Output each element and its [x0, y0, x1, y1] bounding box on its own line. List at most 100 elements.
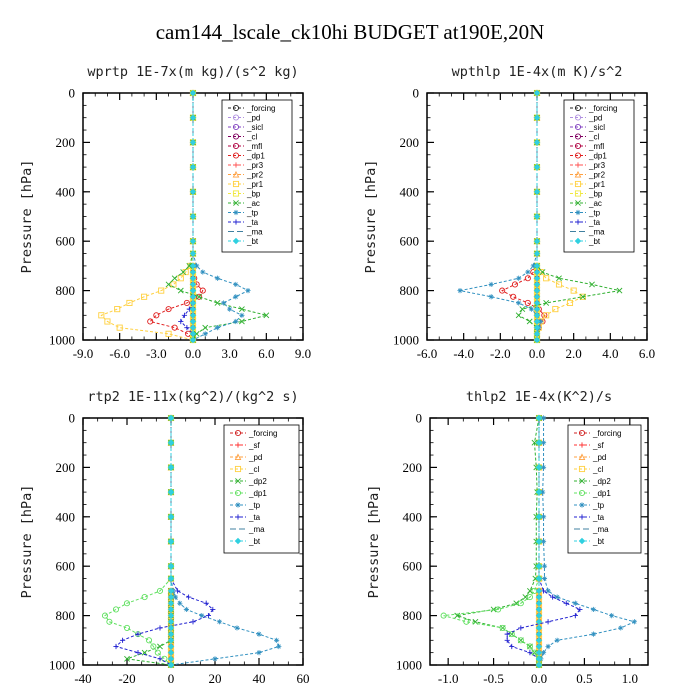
legend-label: _cl [588, 133, 599, 142]
data-point [499, 287, 506, 294]
data-point [177, 287, 184, 294]
series-dp1 [101, 414, 175, 669]
legend-marker [233, 200, 239, 206]
data-point [189, 163, 197, 171]
data-point [167, 587, 175, 595]
legend-label: _mfl [588, 142, 604, 151]
y-tick-label: 600 [400, 234, 420, 249]
legend-marker [232, 190, 240, 197]
data-point [522, 594, 529, 600]
data-point [540, 650, 547, 656]
data-point [189, 281, 197, 288]
legend-entry: _sicl [570, 123, 605, 132]
data-point [190, 619, 196, 625]
data-point [189, 89, 197, 97]
data-point [533, 312, 541, 319]
data-point [535, 637, 543, 644]
data-point [171, 324, 178, 331]
legend-label: _ac [246, 199, 260, 208]
data-point [189, 237, 197, 245]
x-tick-label: -0.5 [483, 671, 504, 686]
data-point [517, 600, 524, 607]
legend-entry: _forcing [228, 104, 275, 113]
y-tick-label: 200 [403, 460, 423, 475]
data-point [167, 600, 175, 607]
data-point [113, 643, 119, 650]
legend-label: _pr2 [246, 171, 264, 180]
legend-entry: _bt [574, 537, 605, 546]
legend-entry: _cl [574, 465, 603, 474]
data-point [167, 649, 175, 656]
legend-label: _dp1 [246, 152, 265, 161]
legend-entry: _tp [574, 501, 605, 510]
series-line [115, 418, 214, 666]
series-line [100, 93, 194, 341]
data-point [238, 318, 245, 325]
legend-entry: _ma [574, 525, 609, 534]
data-point [189, 318, 197, 325]
data-point [535, 587, 543, 595]
legend-label: _bp [246, 190, 261, 199]
data-point [541, 563, 548, 569]
panel-1: wprtp 1E-7x(m kg)/(s^2 kg) Pressure [hPa]… [19, 64, 311, 361]
legend-marker [232, 152, 240, 159]
data-point [141, 649, 148, 656]
data-point [535, 624, 543, 632]
data-point [167, 655, 175, 663]
data-point [545, 619, 551, 625]
x-tick-label: -40 [74, 671, 91, 686]
data-point [527, 587, 533, 594]
data-point [167, 593, 175, 601]
data-point [535, 655, 543, 663]
data-point [214, 275, 221, 281]
data-point [554, 637, 560, 643]
legend-label: _ma [246, 228, 263, 237]
x-tick-label: 3.0 [222, 346, 238, 361]
data-point [516, 300, 522, 306]
data-point [539, 269, 546, 275]
data-point [167, 439, 175, 446]
y-tick-label: 200 [56, 135, 76, 150]
series-dp1 [147, 89, 206, 344]
legend-entry: _tp [230, 501, 261, 510]
data-point [189, 275, 197, 282]
legend-entry: _ac [570, 199, 602, 208]
legend-label: _pd [592, 453, 606, 462]
data-point [165, 330, 172, 337]
legend-label: _dp1 [248, 489, 267, 498]
x-tick-label: 0.0 [529, 346, 545, 361]
data-point [256, 650, 262, 656]
data-point [104, 318, 111, 325]
data-point [189, 305, 197, 313]
data-point [189, 213, 197, 220]
x-tick-label: 0 [168, 671, 175, 686]
y-axis-label: Pressure [hPa] [19, 485, 35, 599]
data-point [167, 538, 175, 545]
data-point [566, 299, 574, 307]
y-tick-label: 400 [400, 184, 420, 199]
legend-entry: _dp1 [230, 489, 267, 498]
legend-label: _tp [248, 501, 261, 510]
panel-title: wprtp 1E-7x(m kg)/(s^2 kg) [87, 64, 298, 80]
data-point [167, 661, 175, 669]
legend-marker [574, 152, 582, 159]
legend-entry: _dp1 [570, 152, 607, 161]
legend-marker [575, 209, 581, 216]
data-point [189, 139, 197, 146]
legend-entry: _forcing [574, 429, 621, 438]
panel-title: rtp2 1E-11x(kg^2)/(kg^2 s) [87, 389, 298, 405]
legend-entry: _forcing [230, 429, 277, 438]
legend-marker [233, 162, 239, 168]
legend-label: _ma [588, 228, 605, 237]
legend-entry: _ta [574, 513, 605, 522]
data-point [538, 318, 544, 325]
data-point [153, 312, 160, 319]
panel-title: thlp2 1E-4x(K^2)/s [466, 389, 612, 405]
legend-marker [232, 104, 240, 112]
legend-label: _ma [248, 525, 265, 534]
legend-marker [234, 489, 242, 497]
data-point [172, 594, 178, 600]
legend-entry: _pd [230, 453, 262, 462]
data-point [167, 637, 175, 644]
x-tick-label: -1.0 [438, 671, 459, 686]
